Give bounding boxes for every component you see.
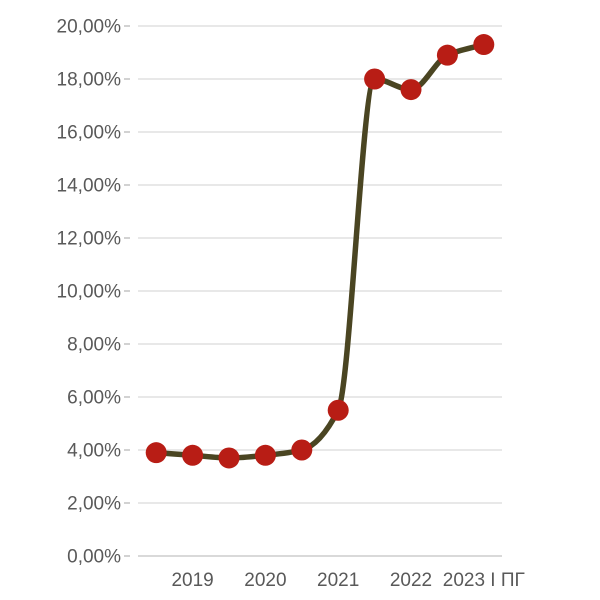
y-axis-label: 16,00% [57,123,122,144]
y-axis-label: 10,00% [57,282,122,303]
data-point-marker [436,44,458,66]
x-axis-label: 2023 I ПГ [443,570,525,591]
data-point-marker [400,79,422,101]
y-axis-label: 14,00% [57,176,122,197]
data-point-marker [182,444,204,466]
x-axis-label: 2020 [244,570,286,591]
y-axis-label: 6,00% [67,388,121,409]
y-axis-label: 8,00% [67,335,121,356]
x-axis-label: 2019 [171,570,213,591]
data-point-marker [327,399,349,421]
y-axis-label: 20,00% [57,17,122,38]
x-axis-label: 2022 [390,570,432,591]
y-axis-label: 12,00% [57,229,122,250]
data-point-marker [473,34,495,56]
data-point-marker [218,447,240,469]
y-axis-label: 2,00% [67,494,121,515]
data-point-marker [145,442,167,464]
data-point-marker [364,68,386,90]
y-axis-label: 4,00% [67,441,121,462]
data-point-marker [291,439,313,461]
y-axis-label: 18,00% [57,70,122,91]
data-point-marker [254,444,276,466]
x-axis-label: 2021 [317,570,359,591]
y-axis-label: 0,00% [67,547,121,568]
series-line [153,41,487,461]
